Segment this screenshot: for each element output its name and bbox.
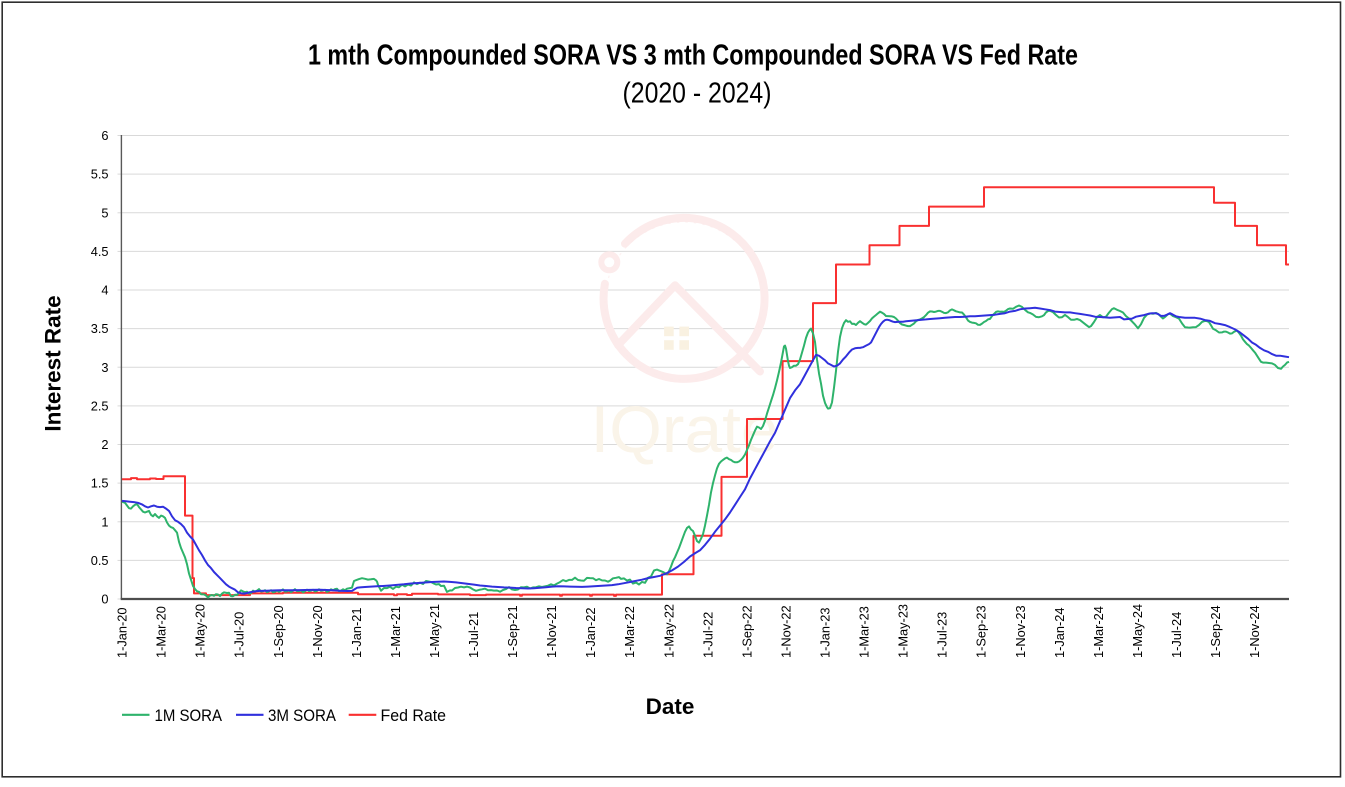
svg-text:0: 0	[101, 592, 108, 607]
svg-text:1-Sep-21: 1-Sep-21	[505, 605, 520, 658]
svg-text:1-Mar-20: 1-Mar-20	[154, 606, 169, 658]
svg-text:3.5: 3.5	[91, 321, 109, 336]
svg-text:1-Jan-23: 1-Jan-23	[818, 607, 833, 658]
svg-text:6: 6	[101, 128, 108, 143]
svg-text:1-May-23: 1-May-23	[896, 604, 911, 658]
svg-text:1-Sep-22: 1-Sep-22	[739, 605, 754, 658]
svg-text:1-Nov-21: 1-Nov-21	[544, 605, 559, 658]
svg-text:3M SORA: 3M SORA	[268, 707, 336, 725]
svg-text:1-Jul-23: 1-Jul-23	[935, 612, 950, 658]
svg-text:1-Mar-22: 1-Mar-22	[622, 606, 637, 658]
svg-text:5.5: 5.5	[91, 167, 109, 182]
svg-text:1.5: 1.5	[91, 476, 109, 491]
svg-text:1-May-20: 1-May-20	[193, 604, 208, 658]
svg-text:1-Sep-20: 1-Sep-20	[271, 605, 286, 658]
svg-text:Fed Rate: Fed Rate	[381, 707, 447, 725]
svg-text:4: 4	[101, 283, 108, 298]
svg-text:1-Sep-24: 1-Sep-24	[1208, 605, 1223, 658]
svg-text:1-May-22: 1-May-22	[661, 604, 676, 658]
svg-text:1-Jul-21: 1-Jul-21	[466, 612, 481, 658]
svg-text:1-Jul-20: 1-Jul-20	[232, 612, 247, 658]
svg-text:4.5: 4.5	[91, 244, 109, 259]
svg-text:1-Nov-23: 1-Nov-23	[1013, 605, 1028, 658]
svg-text:1-Jan-24: 1-Jan-24	[1052, 607, 1067, 658]
svg-text:(2020 - 2024): (2020 - 2024)	[623, 78, 772, 110]
svg-text:1-Mar-23: 1-Mar-23	[857, 606, 872, 658]
svg-text:1M SORA: 1M SORA	[155, 707, 223, 725]
svg-text:1-Nov-20: 1-Nov-20	[310, 605, 325, 658]
svg-text:1-Jan-22: 1-Jan-22	[583, 607, 598, 658]
svg-text:IQrate: IQrate	[591, 392, 779, 466]
svg-text:Date: Date	[646, 694, 695, 719]
svg-text:1-May-24: 1-May-24	[1130, 604, 1145, 658]
svg-text:1-Nov-22: 1-Nov-22	[778, 605, 793, 658]
svg-text:2: 2	[101, 437, 108, 452]
svg-text:3: 3	[101, 360, 108, 375]
svg-text:0.5: 0.5	[91, 553, 109, 568]
svg-text:1: 1	[101, 514, 108, 529]
svg-text:2.5: 2.5	[91, 399, 109, 414]
svg-text:1-Mar-21: 1-Mar-21	[388, 606, 403, 658]
svg-text:5: 5	[101, 205, 108, 220]
svg-text:1-Jan-21: 1-Jan-21	[349, 607, 364, 658]
svg-text:1-May-21: 1-May-21	[427, 604, 442, 658]
svg-text:1-Sep-23: 1-Sep-23	[974, 605, 989, 658]
svg-text:1-Nov-24: 1-Nov-24	[1247, 605, 1262, 658]
svg-text:1 mth Compounded SORA VS 3 mth: 1 mth Compounded SORA VS 3 mth Compounde…	[308, 40, 1078, 72]
svg-text:1-Mar-24: 1-Mar-24	[1091, 606, 1106, 658]
svg-text:Interest Rate: Interest Rate	[41, 295, 66, 431]
svg-text:1-Jul-24: 1-Jul-24	[1169, 612, 1184, 658]
svg-text:1-Jan-20: 1-Jan-20	[115, 607, 130, 658]
svg-text:1-Jul-22: 1-Jul-22	[700, 612, 715, 658]
